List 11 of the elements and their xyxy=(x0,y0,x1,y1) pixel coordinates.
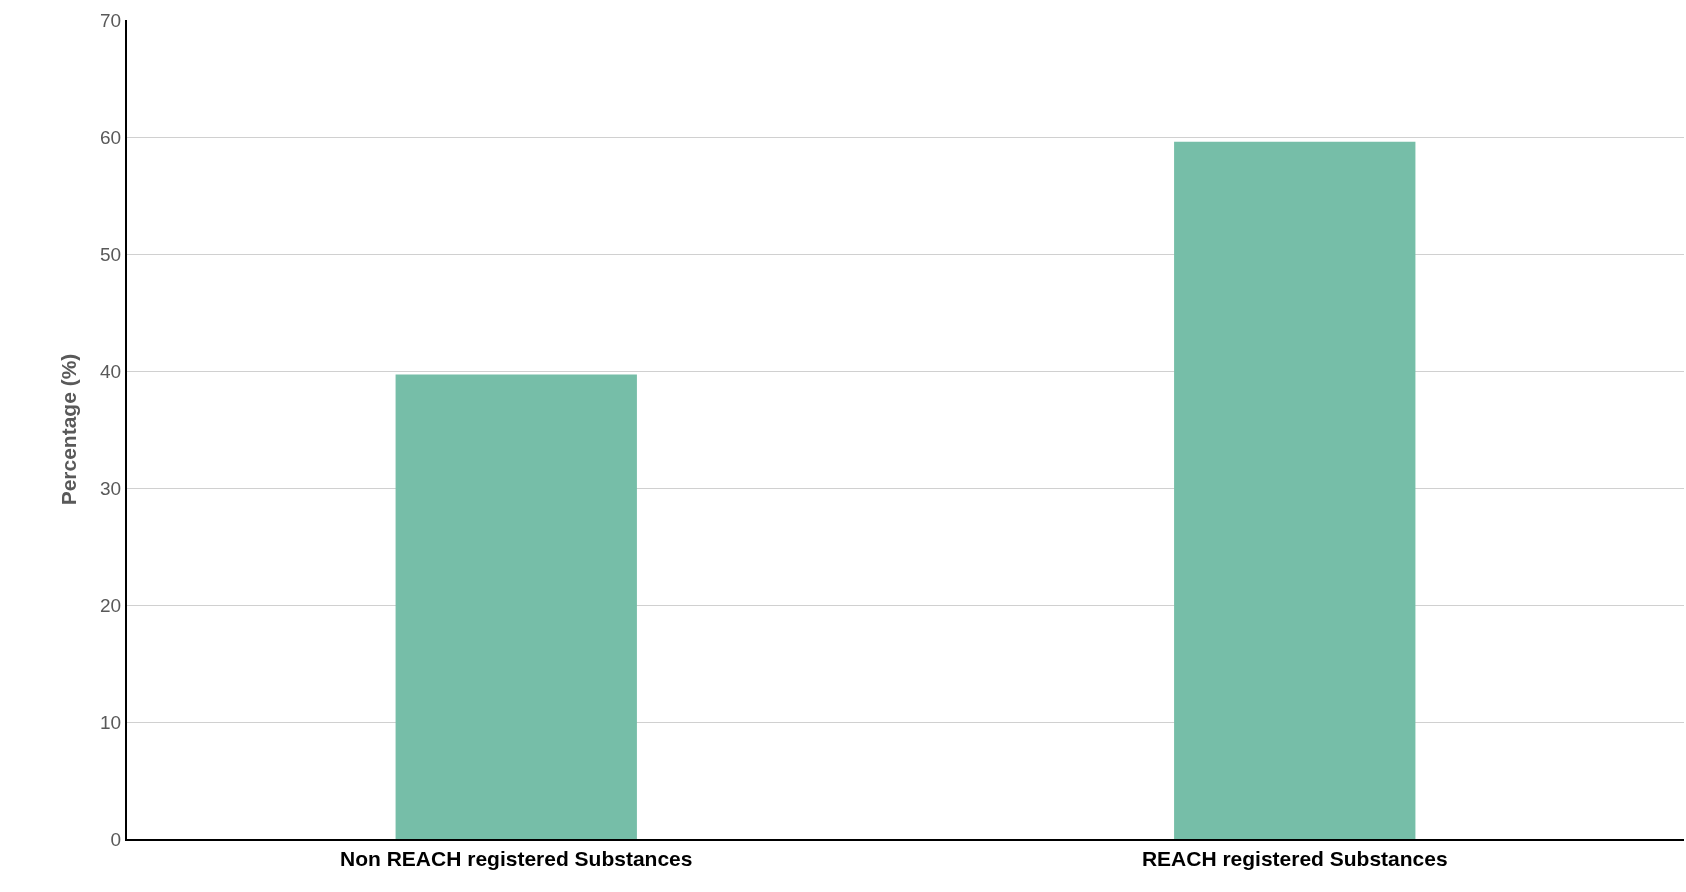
y-tick-label: 40 xyxy=(100,360,122,382)
y-tick-label: 10 xyxy=(100,711,122,733)
y-axis-title: Percentage (%) xyxy=(56,353,80,506)
y-tick-label: 30 xyxy=(100,477,122,499)
y-tick-label: 20 xyxy=(100,594,122,616)
y-tick-label: 70 xyxy=(100,9,122,31)
x-tick-label: Non REACH registered Substances xyxy=(340,847,693,871)
y-tick-label: 60 xyxy=(100,126,122,148)
x-tick-label: REACH registered Substances xyxy=(1141,847,1448,871)
y-tick-label: 50 xyxy=(100,243,122,265)
y-tick-label: 0 xyxy=(110,828,122,850)
